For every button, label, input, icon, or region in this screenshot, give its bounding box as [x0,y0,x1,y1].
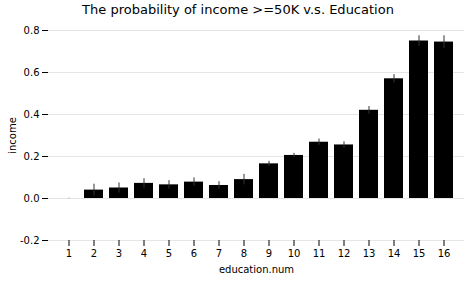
svg-text:16: 16 [438,248,451,259]
svg-text:-0.2: -0.2 [20,235,40,246]
svg-text:15: 15 [413,248,426,259]
svg-text:0.4: 0.4 [24,109,40,120]
svg-text:education.num: education.num [219,264,294,275]
svg-text:0.2: 0.2 [24,151,40,162]
svg-text:7: 7 [216,248,222,259]
svg-text:5: 5 [166,248,172,259]
svg-text:8: 8 [241,248,247,259]
svg-text:11: 11 [313,248,326,259]
html-text:The probability of income >=50: The probability of income >=50K v.s. Edu… [82,2,394,17]
svg-text:0.6: 0.6 [24,67,40,78]
svg-text:14: 14 [388,248,401,259]
svg-text:6: 6 [191,248,197,259]
svg-text:1: 1 [66,248,72,259]
svg-text:4: 4 [141,248,147,259]
svg-text:0.8: 0.8 [24,25,40,36]
svg-text:0.0: 0.0 [24,193,40,204]
svg-text:9: 9 [266,248,272,259]
svg-text:income: income [7,117,18,154]
svg-text:3: 3 [116,248,122,259]
svg-text:13: 13 [363,248,376,259]
svg-text:10: 10 [288,248,301,259]
svg-text:12: 12 [338,248,351,259]
svg-text:2: 2 [91,248,97,259]
